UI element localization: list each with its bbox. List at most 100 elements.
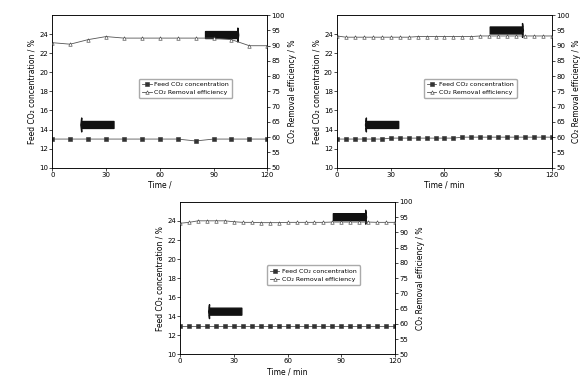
- Feed CO₂ concentration: [275, 323, 282, 328]
- Feed CO₂ concentration: [138, 137, 145, 141]
- Feed CO₂ concentration: [266, 323, 273, 328]
- Feed CO₂ concentration: [392, 323, 399, 328]
- Feed CO₂ concentration: [383, 323, 390, 328]
- CO₂ Removal efficiency: [512, 34, 519, 38]
- Feed CO₂ concentration: [450, 136, 457, 141]
- CO₂ Removal efficiency: [495, 34, 502, 38]
- CO₂ Removal efficiency: [378, 35, 385, 40]
- Feed CO₂ concentration: [329, 323, 336, 328]
- CO₂ Removal efficiency: [177, 221, 184, 226]
- CO₂ Removal efficiency: [347, 220, 354, 224]
- Feed CO₂ concentration: [248, 323, 255, 328]
- Feed CO₂ concentration: [477, 135, 484, 139]
- X-axis label: Time /: Time /: [148, 181, 171, 190]
- CO₂ Removal efficiency: [264, 43, 271, 48]
- Y-axis label: Feed CO₂ concentration / %: Feed CO₂ concentration / %: [312, 39, 321, 144]
- Feed CO₂ concentration: [246, 137, 253, 141]
- CO₂ Removal efficiency: [540, 34, 547, 38]
- CO₂ Removal efficiency: [320, 220, 327, 225]
- Feed CO₂ concentration: [333, 137, 340, 141]
- CO₂ Removal efficiency: [156, 36, 163, 40]
- Y-axis label: CO₂ Removal efficiency / %: CO₂ Removal efficiency / %: [415, 226, 425, 330]
- Feed CO₂ concentration: [387, 136, 394, 141]
- Feed CO₂ concentration: [49, 137, 56, 141]
- Feed CO₂ concentration: [221, 323, 228, 328]
- Line: CO₂ Removal efficiency: CO₂ Removal efficiency: [51, 35, 269, 48]
- Feed CO₂ concentration: [67, 137, 74, 141]
- CO₂ Removal efficiency: [522, 34, 529, 38]
- CO₂ Removal efficiency: [230, 219, 238, 224]
- CO₂ Removal efficiency: [352, 35, 358, 40]
- CO₂ Removal efficiency: [432, 34, 439, 39]
- CO₂ Removal efficiency: [383, 220, 390, 225]
- Feed CO₂ concentration: [311, 323, 318, 328]
- Feed CO₂ concentration: [423, 136, 430, 141]
- CO₂ Removal efficiency: [228, 37, 235, 42]
- CO₂ Removal efficiency: [275, 220, 282, 225]
- Feed CO₂ concentration: [192, 139, 199, 143]
- CO₂ Removal efficiency: [138, 36, 145, 40]
- Feed CO₂ concentration: [459, 135, 466, 139]
- Feed CO₂ concentration: [530, 135, 537, 139]
- Line: Feed CO₂ concentration: Feed CO₂ concentration: [178, 324, 397, 328]
- Feed CO₂ concentration: [360, 137, 367, 141]
- Feed CO₂ concentration: [441, 136, 448, 141]
- Feed CO₂ concentration: [102, 137, 109, 141]
- CO₂ Removal efficiency: [396, 35, 403, 40]
- Feed CO₂ concentration: [365, 323, 372, 328]
- Feed CO₂ concentration: [228, 137, 235, 141]
- CO₂ Removal efficiency: [333, 34, 340, 38]
- CO₂ Removal efficiency: [365, 220, 372, 224]
- CO₂ Removal efficiency: [195, 219, 202, 223]
- Feed CO₂ concentration: [540, 135, 547, 139]
- CO₂ Removal efficiency: [239, 220, 246, 225]
- Line: CO₂ Removal efficiency: CO₂ Removal efficiency: [335, 34, 554, 39]
- CO₂ Removal efficiency: [284, 220, 291, 225]
- Feed CO₂ concentration: [257, 323, 264, 328]
- CO₂ Removal efficiency: [459, 34, 466, 39]
- Feed CO₂ concentration: [414, 136, 421, 141]
- Feed CO₂ concentration: [486, 135, 493, 139]
- CO₂ Removal efficiency: [548, 34, 555, 38]
- Feed CO₂ concentration: [432, 136, 439, 141]
- Y-axis label: Feed CO₂ concentration / %: Feed CO₂ concentration / %: [27, 39, 37, 144]
- CO₂ Removal efficiency: [192, 36, 199, 40]
- Feed CO₂ concentration: [356, 323, 363, 328]
- Feed CO₂ concentration: [85, 137, 92, 141]
- CO₂ Removal efficiency: [85, 37, 92, 42]
- Legend: Feed CO₂ concentration, CO₂ Removal efficiency: Feed CO₂ concentration, CO₂ Removal effi…: [424, 78, 517, 98]
- CO₂ Removal efficiency: [450, 34, 457, 39]
- CO₂ Removal efficiency: [311, 220, 318, 225]
- CO₂ Removal efficiency: [356, 220, 363, 224]
- Feed CO₂ concentration: [370, 137, 376, 141]
- CO₂ Removal efficiency: [49, 40, 56, 45]
- CO₂ Removal efficiency: [441, 34, 448, 39]
- CO₂ Removal efficiency: [329, 220, 336, 224]
- Line: CO₂ Removal efficiency: CO₂ Removal efficiency: [178, 219, 397, 225]
- CO₂ Removal efficiency: [387, 35, 394, 40]
- CO₂ Removal efficiency: [477, 34, 484, 38]
- Feed CO₂ concentration: [504, 135, 511, 139]
- X-axis label: Time / min: Time / min: [424, 181, 465, 190]
- Line: Feed CO₂ concentration: Feed CO₂ concentration: [335, 135, 554, 141]
- Legend: Feed CO₂ concentration, CO₂ Removal efficiency: Feed CO₂ concentration, CO₂ Removal effi…: [267, 265, 360, 285]
- Feed CO₂ concentration: [342, 137, 349, 141]
- Feed CO₂ concentration: [302, 323, 309, 328]
- CO₂ Removal efficiency: [266, 220, 273, 225]
- Feed CO₂ concentration: [284, 323, 291, 328]
- CO₂ Removal efficiency: [221, 219, 228, 223]
- Y-axis label: CO₂ Removal efficiency / %: CO₂ Removal efficiency / %: [572, 40, 581, 143]
- Legend: Feed CO₂ concentration, CO₂ Removal efficiency: Feed CO₂ concentration, CO₂ Removal effi…: [139, 78, 232, 98]
- CO₂ Removal efficiency: [302, 220, 309, 225]
- CO₂ Removal efficiency: [248, 220, 255, 225]
- CO₂ Removal efficiency: [342, 35, 349, 40]
- Feed CO₂ concentration: [185, 323, 192, 328]
- Feed CO₂ concentration: [347, 323, 354, 328]
- CO₂ Removal efficiency: [414, 34, 421, 39]
- CO₂ Removal efficiency: [213, 219, 220, 223]
- CO₂ Removal efficiency: [293, 220, 300, 225]
- Feed CO₂ concentration: [405, 136, 412, 141]
- CO₂ Removal efficiency: [246, 43, 253, 48]
- Feed CO₂ concentration: [213, 323, 220, 328]
- Y-axis label: Feed CO₂ concentration / %: Feed CO₂ concentration / %: [155, 226, 164, 331]
